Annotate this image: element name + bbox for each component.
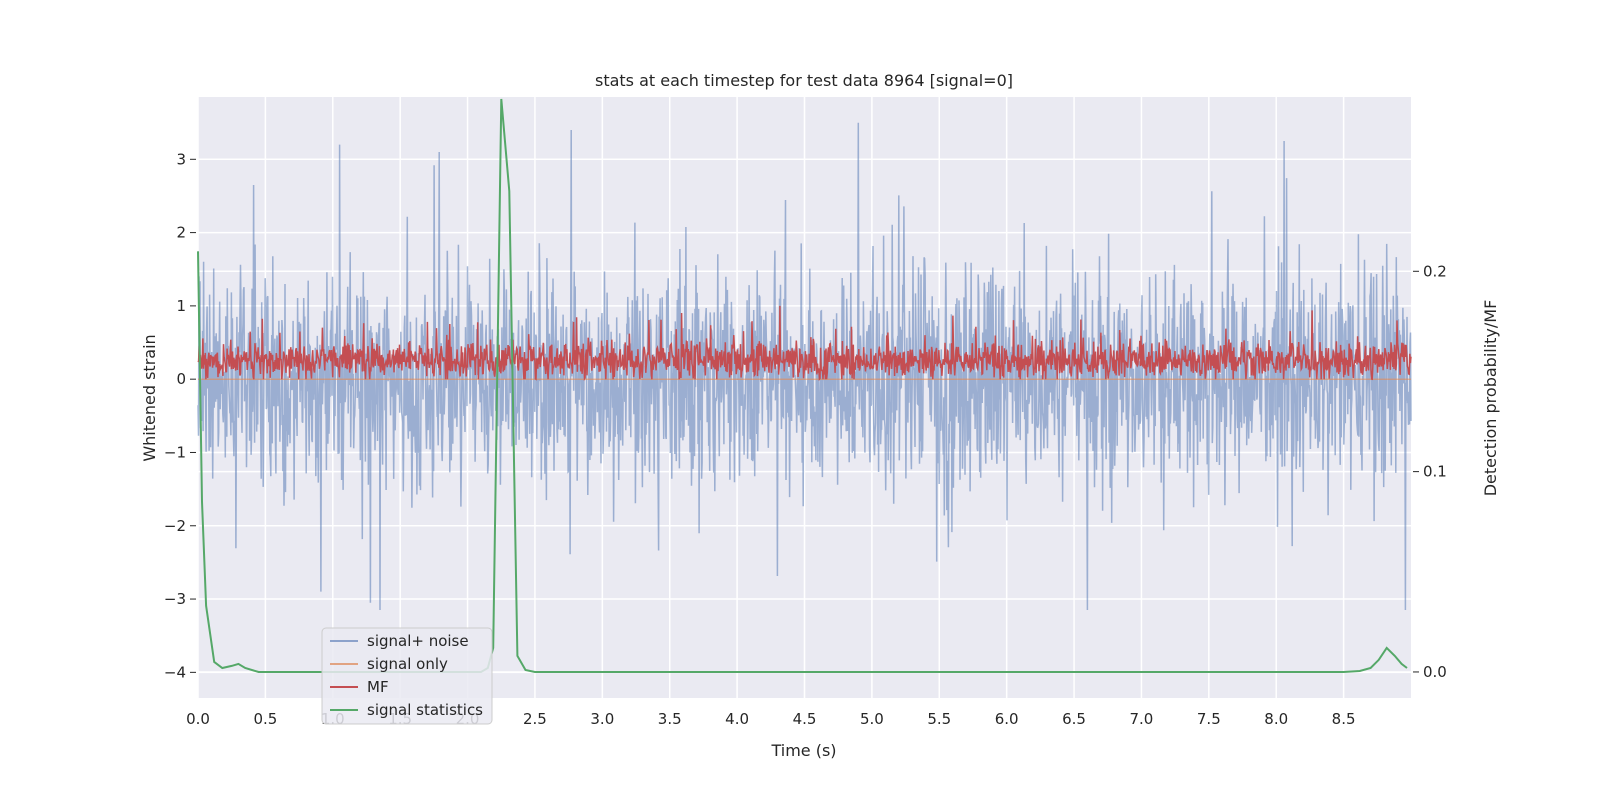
y-tick-label: −1 (164, 443, 186, 461)
y-axis-label: Whitened strain (140, 334, 159, 461)
legend-label: MF (367, 678, 389, 696)
y2-tick-label: 0.2 (1423, 262, 1447, 280)
y-tick-label: 2 (176, 224, 186, 242)
legend-label: signal statistics (367, 701, 483, 719)
y2-tick-label: 0.1 (1423, 463, 1447, 481)
series-mf (197, 305, 1412, 382)
x-tick-label: 0.5 (253, 710, 277, 728)
legend-box (321, 627, 493, 725)
y-tick-label: −3 (164, 590, 186, 608)
x-tick-label: 0.0 (186, 710, 210, 728)
x-tick-label: 6.5 (1062, 710, 1086, 728)
legend: signal+ noise signal only MF signal statist… (321, 627, 493, 725)
x-tick-label: 2.5 (523, 710, 547, 728)
x-tick-label: 6.0 (995, 710, 1019, 728)
x-tick-label: 8.0 (1264, 710, 1288, 728)
y2-tick-label: 0.0 (1423, 663, 1447, 681)
x-tick-label: 7.0 (1130, 710, 1154, 728)
y2-axis-ticks: 0.2 0.1 0.0 (1413, 262, 1447, 681)
line-mf (197, 305, 1412, 382)
y-tick-label: −4 (164, 663, 186, 681)
x-tick-label: 5.5 (927, 710, 951, 728)
x-tick-label: 4.5 (793, 710, 817, 728)
x-tick-label: 3.0 (590, 710, 614, 728)
line-signal-statistics (197, 98, 1408, 673)
x-axis-label: Time (s) (770, 741, 836, 760)
y-axis-ticks: 3 2 1 0 −1 −2 −3 −4 (164, 150, 196, 681)
x-tick-label: 5.0 (860, 710, 884, 728)
series-signal-statistics (197, 98, 1408, 673)
legend-label: signal+ noise (367, 632, 469, 650)
x-tick-label: 8.5 (1332, 710, 1356, 728)
y-tick-label: 1 (176, 297, 186, 315)
y2-axis-label: Detection probability/MF (1481, 300, 1500, 497)
x-tick-label: 3.5 (658, 710, 682, 728)
y-tick-label: 0 (176, 370, 186, 388)
y-tick-label: 3 (176, 150, 186, 168)
x-tick-label: 4.0 (725, 710, 749, 728)
x-tick-label: 7.5 (1197, 710, 1221, 728)
chart-title: stats at each timestep for test data 896… (595, 71, 1013, 90)
y-tick-label: −2 (164, 517, 186, 535)
legend-label: signal only (367, 655, 448, 673)
